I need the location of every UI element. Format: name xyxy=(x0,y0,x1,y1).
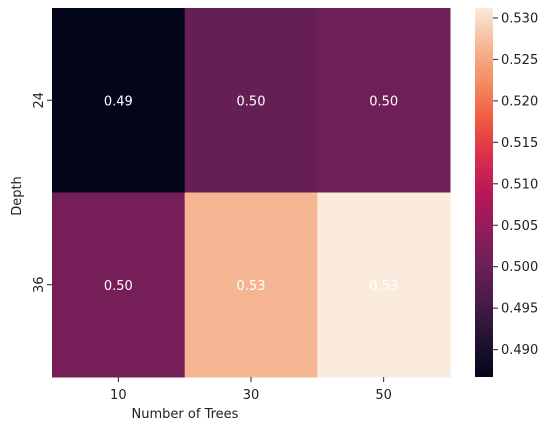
y-tick-label: 36 xyxy=(32,276,47,293)
colorbar-gradient xyxy=(475,8,493,377)
y-tick-label: 24 xyxy=(32,92,47,109)
x-tick-label: 30 xyxy=(243,388,260,403)
colorbar-tick-label: 0.510 xyxy=(501,177,538,192)
colorbar-tick-label: 0.490 xyxy=(501,343,538,358)
x-tick-label: 10 xyxy=(110,388,127,403)
x-tick-label: 50 xyxy=(375,388,392,403)
colorbar-tick-label: 0.515 xyxy=(501,136,538,151)
cell-value-label: 0.50 xyxy=(104,279,133,294)
y-axis: 24 36 xyxy=(32,92,52,293)
x-axis-label: Number of Trees xyxy=(132,407,239,422)
colorbar-tick-label: 0.530 xyxy=(501,11,538,26)
cell-value-label: 0.50 xyxy=(237,94,266,109)
cell-value-label: 0.53 xyxy=(369,279,398,294)
heatmap-cell xyxy=(317,192,451,378)
cell-value-label: 0.53 xyxy=(237,279,266,294)
heatmap-cell xyxy=(317,8,451,193)
y-axis-label: Depth xyxy=(10,176,25,216)
colorbar-tick-label: 0.500 xyxy=(501,260,538,275)
colorbar: 0.490 0.495 0.500 0.505 0.510 0.515 0.520 0.525… xyxy=(475,8,538,377)
heatmap-cell xyxy=(184,192,318,378)
colorbar-tick-label: 0.495 xyxy=(501,302,538,317)
cell-value-label: 0.50 xyxy=(369,94,398,109)
cell-value-label: 0.49 xyxy=(104,94,133,109)
heatmap-cell xyxy=(184,8,318,193)
x-axis: 10 30 50 xyxy=(110,377,392,403)
colorbar-tick-label: 0.525 xyxy=(501,53,538,68)
heatmap-cells: 0.49 0.50 0.50 0.50 0.53 0.53 xyxy=(52,8,451,378)
heatmap-cell xyxy=(52,192,186,378)
heatmap-cell xyxy=(52,8,186,193)
colorbar-tick-label: 0.505 xyxy=(501,219,538,234)
colorbar-tick-label: 0.520 xyxy=(501,94,538,109)
